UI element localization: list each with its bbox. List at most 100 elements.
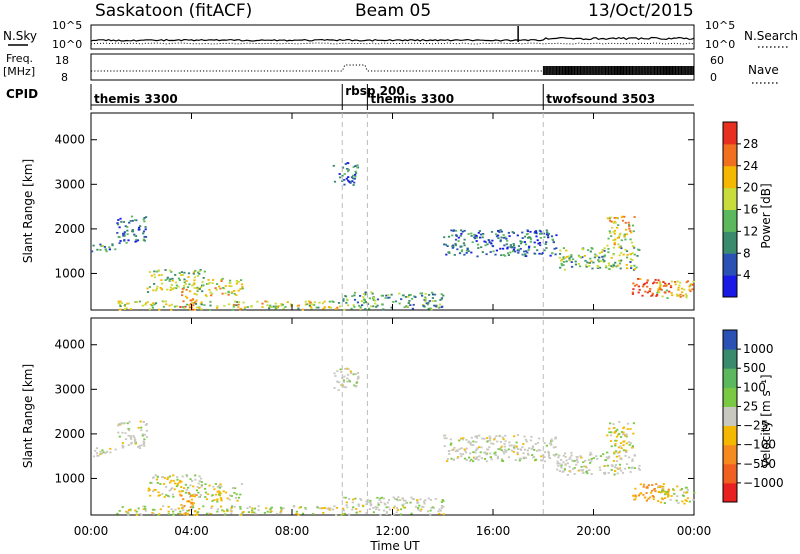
- echo-cell: [478, 434, 481, 437]
- echo-cell: [212, 485, 215, 488]
- echo-cell: [355, 382, 358, 384]
- echo-cell: [465, 252, 468, 254]
- echo-cell: [168, 489, 171, 492]
- echo-cell: [623, 235, 626, 237]
- echo-cell: [134, 442, 137, 445]
- echo-cell: [196, 486, 199, 488]
- echo-cell: [616, 472, 619, 475]
- echo-cell: [453, 446, 456, 449]
- echo-cell: [191, 302, 194, 304]
- x-axis-label: Time UT: [369, 539, 420, 553]
- echo-cell: [473, 457, 476, 460]
- echo-cell: [406, 305, 409, 308]
- echo-cell: [144, 509, 147, 512]
- echo-cell: [119, 305, 122, 307]
- echo-cell: [200, 301, 203, 304]
- echo-cell: [494, 454, 497, 456]
- echo-cell: [580, 465, 583, 468]
- echo-cell: [429, 509, 432, 512]
- echo-cell: [328, 300, 331, 303]
- echo-cell: [348, 180, 351, 183]
- echo-cell: [191, 494, 194, 496]
- echo-band: [606, 421, 635, 454]
- echo-cell: [636, 255, 639, 257]
- echo-cell: [344, 386, 347, 389]
- echo-cell: [188, 283, 191, 286]
- echo-cell: [503, 445, 506, 448]
- echo-cell: [559, 249, 562, 252]
- echo-cell: [434, 293, 437, 296]
- echo-cell: [354, 173, 357, 176]
- echo-cell: [427, 301, 430, 304]
- echo-cell: [518, 459, 521, 462]
- echo-cell: [101, 244, 104, 247]
- echo-cell: [160, 279, 163, 281]
- echo-cell: [215, 493, 218, 496]
- echo-cell: [659, 501, 663, 504]
- echo-cell: [340, 514, 343, 516]
- echo-cell: [664, 497, 667, 499]
- echo-cell: [479, 236, 482, 239]
- echo-cell: [282, 507, 285, 510]
- echo-cell: [544, 451, 547, 454]
- echo-cell: [550, 235, 554, 238]
- echo-cell: [614, 221, 617, 224]
- echo-cell: [682, 491, 685, 494]
- echo-cell: [153, 283, 156, 285]
- echo-cell: [618, 450, 621, 453]
- echo-cell: [345, 301, 348, 304]
- echo-cell: [620, 458, 623, 461]
- echo-cell: [628, 456, 631, 459]
- echo-cell: [472, 440, 475, 443]
- echo-cell: [562, 264, 565, 266]
- echo-cell: [603, 247, 606, 250]
- echo-cell: [342, 298, 345, 301]
- echo-cell: [558, 462, 561, 465]
- echo-cell: [472, 451, 475, 454]
- echo-cell: [628, 227, 631, 230]
- echo-cell: [660, 485, 663, 488]
- echo-cell: [356, 301, 359, 304]
- echo-cell: [313, 304, 316, 306]
- echo-cell: [472, 444, 475, 447]
- echo-cell: [265, 507, 268, 510]
- echo-cell: [376, 496, 379, 499]
- echo-cell: [525, 255, 528, 257]
- echo-cell: [624, 221, 627, 224]
- echo-band: [657, 485, 696, 505]
- echo-cell: [517, 248, 520, 251]
- echo-cell: [304, 303, 307, 306]
- echo-cell: [219, 287, 222, 290]
- echo-cell: [352, 166, 355, 168]
- echo-cell: [524, 438, 528, 441]
- echo-cell: [457, 236, 460, 239]
- echo-cell: [266, 300, 269, 303]
- echo-cell: [188, 509, 191, 512]
- echo-cell: [171, 279, 174, 282]
- echo-cell: [691, 288, 694, 291]
- colorbar-swatch: [723, 425, 737, 446]
- echo-cell: [200, 481, 203, 483]
- echo-cell: [598, 466, 601, 469]
- echo-cell: [608, 264, 611, 267]
- echo-cell: [534, 459, 537, 461]
- echo-band: [116, 215, 148, 244]
- echo-cell: [474, 435, 477, 438]
- echo-cell: [174, 482, 177, 485]
- echo-cell: [626, 254, 629, 256]
- echo-cell: [533, 455, 536, 458]
- echo-cell: [353, 181, 356, 184]
- echo-cell: [388, 296, 391, 299]
- echo-cell: [140, 429, 143, 432]
- echo-cell: [343, 385, 346, 388]
- echo-cell: [559, 253, 562, 255]
- echo-cell: [587, 249, 590, 251]
- echo-band: [179, 287, 199, 311]
- echo-cell: [156, 285, 159, 288]
- echo-cell: [613, 451, 616, 454]
- echo-cell: [185, 489, 188, 491]
- echo-cell: [96, 248, 99, 251]
- echo-cell: [172, 513, 175, 516]
- echo-cell: [502, 236, 505, 239]
- echo-cell: [614, 443, 617, 445]
